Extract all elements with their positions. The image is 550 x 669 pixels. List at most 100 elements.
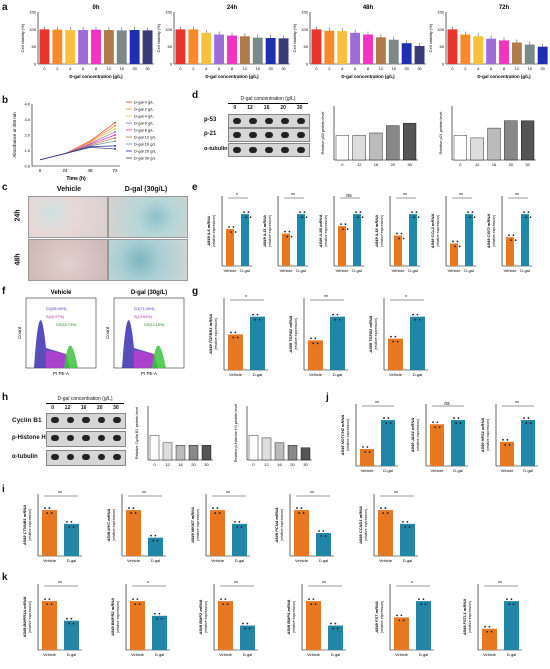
- panel-f-flow: Vehicle G1(55.05%) S(25.07%) G2(18.73%) PI P…: [17, 290, 185, 376]
- e-chart-4-dot: [471, 211, 474, 214]
- e-chart-2-dot: [340, 223, 342, 226]
- e-chart-0-yunit: (relative expression): [212, 215, 216, 247]
- d-quant-xtick: 12: [357, 162, 362, 167]
- k-chart-5-dot: [484, 625, 486, 628]
- k-chart-3-dot: [312, 598, 315, 601]
- j-chart-0-dot: [362, 446, 364, 448]
- i-chart-2-group: Vehicle: [211, 558, 225, 563]
- f-peak-g2: [64, 345, 78, 368]
- e-chart-3-bar: [409, 214, 417, 266]
- g-chart-2-bar: [388, 338, 403, 370]
- d-quant-xtick: 0: [459, 162, 462, 167]
- h-lane-labels: 0 12 16 20 30: [46, 405, 124, 411]
- a-ytick: 100: [301, 27, 308, 32]
- j-chart-2-group: D-gal: [523, 468, 533, 473]
- d-quant-xtick: 20: [509, 162, 514, 167]
- e-chart-5-sig: **: [515, 193, 519, 199]
- k-chart-0-yunit: (relative expression): [28, 601, 32, 633]
- f-ylabel: Count: [105, 326, 110, 339]
- i-chart-2-dot: [240, 525, 243, 528]
- k-chart-0-bar: [42, 601, 57, 650]
- blot-band: [51, 435, 59, 441]
- e-chart-1-dot: [284, 230, 286, 233]
- e-chart-5-dot: [523, 211, 525, 214]
- h-quant-xtick: 30: [303, 462, 308, 467]
- k-chart-2-group: Vehicle: [219, 652, 233, 657]
- e-chart-5-dot: [525, 216, 528, 219]
- a-xtick: 16: [256, 66, 261, 71]
- i-chart-1-dot: [128, 507, 130, 509]
- k-chart-0-gene: A549 BMPR1A mRNA: [22, 597, 27, 639]
- h-quant-bar: [261, 437, 272, 461]
- h-lane-12: 12: [64, 405, 71, 411]
- g-chart-0-yunit: (relative expression): [214, 318, 218, 350]
- panel-d-quant: Relative p53 protein level 0 12 16 20 30 Relat…: [321, 106, 536, 167]
- j-chart-1-dot: [459, 422, 462, 424]
- e-chart-5-yunit: (relative expression): [492, 215, 496, 247]
- g-chart-1-dot: [336, 313, 339, 316]
- g-chart-0-gene: A549 TGFBR1 mRNA: [208, 314, 213, 355]
- k-chart-4-yunit: (relative expression): [380, 601, 384, 633]
- e-chart-5-dot: [527, 211, 530, 214]
- e-chart-4-bar: [465, 214, 473, 266]
- a-bar: [537, 46, 548, 64]
- k-chart-1-dot: [136, 598, 139, 601]
- a-ylabel: Cell viability (%): [292, 23, 297, 52]
- i-chart-1-dot: [150, 534, 152, 537]
- i-chart-1-dot: [156, 539, 159, 542]
- e-chart-3-dot: [411, 211, 413, 214]
- g-chart-1-group: Vehicle: [309, 372, 323, 377]
- j-chart-1-bar: [451, 420, 465, 466]
- panel-letter-h: h: [2, 392, 9, 403]
- k-chart-2-dot: [248, 627, 251, 630]
- e-chart-1-dot: [286, 235, 289, 238]
- e-chart-5-dot: [512, 234, 515, 237]
- g-chart-1-group: D-gal: [333, 372, 343, 377]
- e-chart-4-dot: [469, 216, 472, 219]
- i-chart-1-group: Vehicle: [127, 558, 141, 563]
- e-chart-0-sig: *: [236, 193, 238, 199]
- d-quant-bar: [453, 135, 468, 161]
- j-chart-0-dot: [366, 446, 369, 448]
- panel-letter-a: a: [2, 2, 8, 13]
- i-chart-1-dot: [154, 534, 157, 537]
- i-chart-2-yunit: (relative expression): [196, 509, 200, 541]
- j-chart-0-bar: [360, 448, 374, 466]
- i-chart-2-bar: [210, 510, 225, 556]
- i-chart-1-bar: [126, 510, 141, 556]
- k-chart-3-bar: [306, 601, 321, 650]
- c-image-dgal-48h: [108, 239, 188, 281]
- e-chart-2-bar: [338, 226, 346, 266]
- i-chart-0-dot: [72, 525, 75, 528]
- a-ylabel: Cell viability (%): [156, 23, 161, 52]
- e-chart-2-dot: [361, 216, 364, 219]
- i-chart-1-dot: [132, 507, 135, 509]
- e-chart-5-group: D-gal: [520, 268, 530, 273]
- a-bar: [447, 29, 458, 64]
- i-chart-0-dot: [44, 507, 46, 509]
- g-chart-1-dot: [314, 337, 317, 340]
- a-bar: [129, 30, 140, 65]
- panel-i-charts: Vehicle D-gal**A549 CTNNB1 mRNA (relative …: [22, 491, 418, 563]
- k-chart-5-dot: [512, 603, 515, 606]
- a-bar: [337, 31, 348, 64]
- a-bar: [39, 29, 50, 64]
- a-ytick: 0: [306, 62, 309, 67]
- blot-band: [66, 435, 75, 441]
- k-chart-1-dot: [138, 603, 141, 606]
- e-chart-5-dot: [510, 239, 513, 242]
- h-quant-bar: [162, 442, 173, 461]
- b-series-line: [39, 147, 116, 161]
- k-chart-0-dot: [50, 603, 53, 606]
- g-chart-1-bar: [330, 316, 345, 370]
- blot-band: [297, 132, 305, 138]
- e-chart-5-bar: [521, 214, 529, 266]
- a-xtick: 20: [132, 66, 137, 71]
- g-chart-0-group: D-gal: [253, 372, 263, 377]
- d-quant-xtick: 30: [407, 162, 412, 167]
- a-xlabel: D-gal concentration (g/L): [205, 74, 259, 79]
- k-chart-0-group: Vehicle: [43, 652, 57, 657]
- i-chart-0-group: D-gal: [67, 558, 77, 563]
- i-chart-2-group: D-gal: [235, 558, 245, 563]
